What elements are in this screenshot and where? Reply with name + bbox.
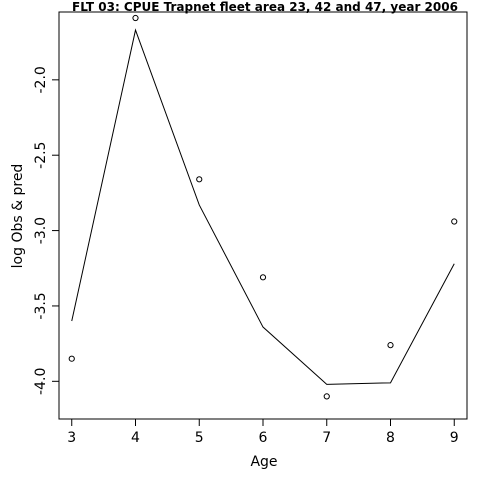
y-axis: -4.0 -3.5 -3.0 -2.5 -2.0 — [33, 66, 59, 395]
y-tick-label: -2.0 — [33, 66, 49, 93]
x-tick-label: 6 — [259, 430, 268, 446]
observed-point — [68, 355, 75, 362]
observed-point — [451, 218, 458, 225]
plot-frame — [58, 11, 468, 420]
x-tick-label: 4 — [131, 430, 140, 446]
predicted-line — [71, 28, 455, 385]
observed-point — [323, 393, 330, 400]
observed-point — [387, 342, 394, 349]
x-tick-label: 7 — [322, 430, 331, 446]
y-tick-label: -2.5 — [33, 142, 49, 169]
x-tick-label: 9 — [450, 430, 459, 446]
x-tick-label: 8 — [386, 430, 395, 446]
series-layer — [68, 14, 458, 400]
x-tick-label: 3 — [67, 430, 76, 446]
x-axis: 3 4 5 6 7 8 9 — [67, 419, 459, 446]
observed-point — [132, 14, 139, 22]
y-axis-label: log Obs & pred — [10, 164, 26, 269]
x-axis-label: Age — [250, 454, 277, 470]
x-tick-label: 5 — [195, 430, 204, 446]
y-tick-label: -3.0 — [33, 217, 49, 244]
y-tick-label: -4.0 — [33, 368, 49, 395]
chart-title: FLT 03: CPUE Trapnet fleet area 23, 42 a… — [72, 0, 458, 14]
observed-point — [196, 176, 203, 183]
y-tick-label: -3.5 — [33, 292, 49, 319]
observed-point — [259, 274, 267, 281]
